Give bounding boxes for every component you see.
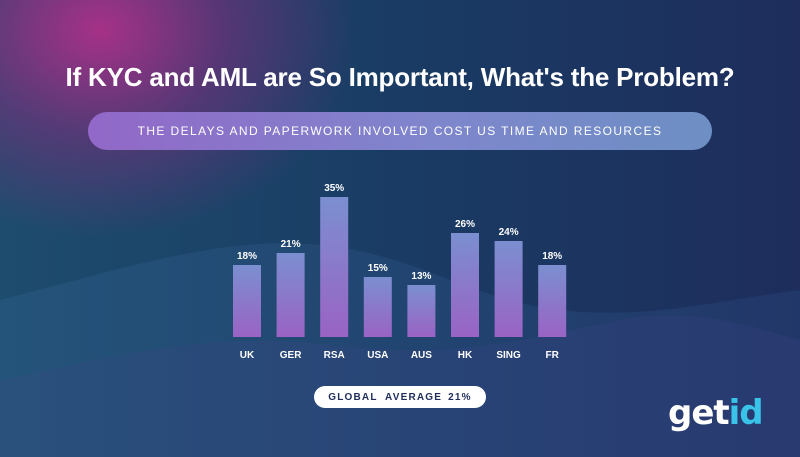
category-label-aus: AUS xyxy=(411,350,432,361)
category-label-hk: HK xyxy=(458,350,473,361)
value-label-hk: 26% xyxy=(455,219,475,230)
subtitle-text: THE DELAYS AND PAPERWORK INVOLVED COST U… xyxy=(137,124,663,138)
bar-group: 18% UK 21% GER 35% RSA 15% USA 13% AUS 26% HK 24% SIN… xyxy=(233,183,567,361)
logo-text-id: id xyxy=(728,393,764,433)
category-label-fr: FR xyxy=(546,350,560,361)
subtitle-banner: THE DELAYS AND PAPERWORK INVOLVED COST U… xyxy=(88,112,712,150)
category-label-ger: GER xyxy=(280,350,302,361)
value-label-ger: 21% xyxy=(281,239,301,250)
page-title: If KYC and AML are So Important, What's … xyxy=(65,62,735,92)
value-label-aus: 13% xyxy=(411,271,431,282)
global-average-label: GLOBAL AVERAGE xyxy=(328,391,443,403)
logo-text-get: get xyxy=(668,393,730,433)
value-label-usa: 15% xyxy=(368,263,388,274)
getid-logo: getid xyxy=(668,393,764,433)
global-average-value: 21% xyxy=(448,391,472,403)
bar-hk xyxy=(451,233,479,337)
bar-rsa xyxy=(320,197,349,337)
bar-sing xyxy=(494,241,523,337)
category-label-uk: UK xyxy=(240,350,255,361)
bar-uk xyxy=(233,265,261,337)
bar-aus xyxy=(407,285,436,337)
category-label-usa: USA xyxy=(367,350,388,361)
value-label-uk: 18% xyxy=(237,251,257,262)
global-average-badge: GLOBAL AVERAGE 21% xyxy=(314,386,486,408)
value-label-rsa: 35% xyxy=(324,183,344,194)
bar-ger xyxy=(276,253,305,337)
value-label-sing: 24% xyxy=(499,227,519,238)
value-label-fr: 18% xyxy=(542,251,562,262)
bar-fr xyxy=(538,265,567,337)
category-label-sing: SING xyxy=(496,350,521,361)
bar-usa xyxy=(363,277,392,337)
category-label-rsa: RSA xyxy=(324,350,345,361)
